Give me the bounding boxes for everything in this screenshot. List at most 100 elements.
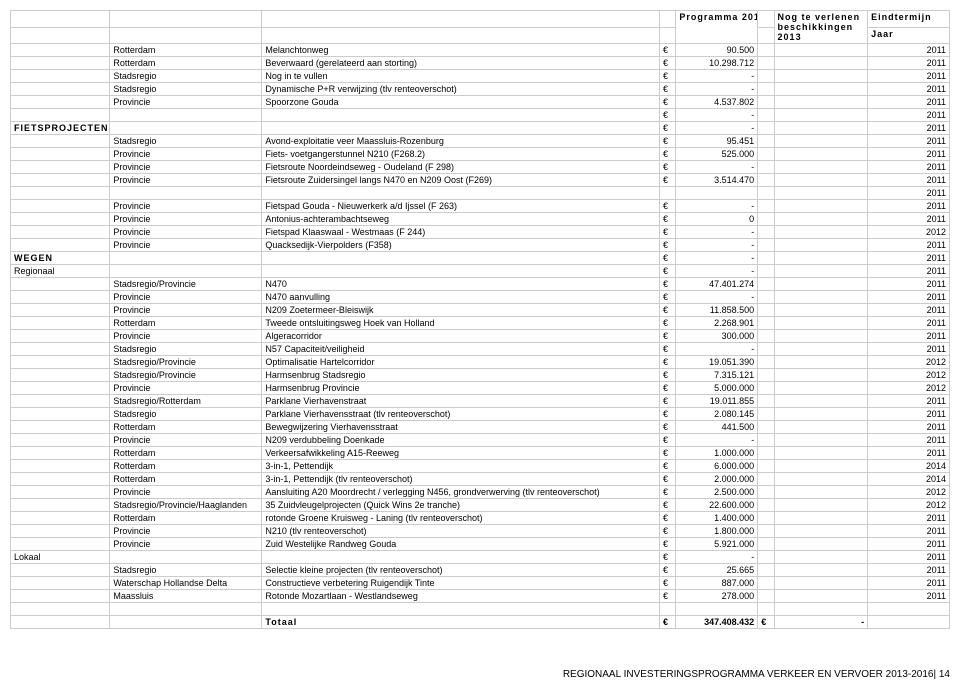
cell-description: Optimalisatie Hartelcorridor — [262, 356, 660, 369]
cell-beschikking — [774, 265, 868, 278]
cell-beschikking — [774, 330, 868, 343]
cell-description: N470 aanvulling — [262, 291, 660, 304]
cell-beschikking — [774, 135, 868, 148]
cell-beschikking — [774, 226, 868, 239]
cell-description: Dynamische P+R verwijzing (tlv renteover… — [262, 83, 660, 96]
cell-value: 5.000.000 — [676, 382, 758, 395]
cell-description: Rotonde Mozartlaan - Westlandseweg — [262, 590, 660, 603]
cell-year: 2011 — [868, 330, 950, 343]
cell-entity: Waterschap Hollandse Delta — [110, 577, 262, 590]
cell-beschikking — [774, 291, 868, 304]
table-row: Stadsregio/RotterdamParklane Vierhavenst… — [11, 395, 950, 408]
cell-description: N57 Capaciteit/veiligheid — [262, 343, 660, 356]
cell-year: 2011 — [868, 44, 950, 57]
cell-year: 2011 — [868, 57, 950, 70]
cell-value: 25.665 — [676, 564, 758, 577]
cell-description: Spoorzone Gouda — [262, 96, 660, 109]
cell-currency — [659, 187, 675, 200]
cell-currency: € — [659, 200, 675, 213]
cell-year: 2011 — [868, 512, 950, 525]
cell-category — [11, 213, 110, 226]
cell-category — [11, 473, 110, 486]
table-row: ProvincieQuacksedijk-Vierpolders (F358)€… — [11, 239, 950, 252]
cell-beschikking — [774, 252, 868, 265]
cell-spacer — [758, 148, 774, 161]
cell-category — [11, 109, 110, 122]
cell-description: Selectie kleine projecten (tlv renteover… — [262, 564, 660, 577]
table-row: StadsregioParklane Vierhavensstraat (tlv… — [11, 408, 950, 421]
cell-category — [11, 330, 110, 343]
cell-value: 1.800.000 — [676, 525, 758, 538]
cell-currency: € — [659, 291, 675, 304]
cell-category: Lokaal — [11, 551, 110, 564]
cell-h — [868, 616, 950, 629]
cell-description: Nog in te vullen — [262, 70, 660, 83]
cell-category — [11, 239, 110, 252]
cell-spacer — [758, 525, 774, 538]
cell-value: - — [676, 343, 758, 356]
cell-category — [11, 525, 110, 538]
cell-value: 2.500.000 — [676, 486, 758, 499]
cell-currency: € — [659, 161, 675, 174]
cell-entity: Provincie — [110, 382, 262, 395]
cell-year: 2012 — [868, 486, 950, 499]
cell-currency: € — [659, 369, 675, 382]
table-row: WEGEN€-2011 — [11, 252, 950, 265]
cell-currency: € — [659, 278, 675, 291]
cell-currency: € — [659, 590, 675, 603]
cell-spacer — [758, 356, 774, 369]
cell-beschikking — [774, 148, 868, 161]
table-row: FIETSPROJECTEN€-2011 — [11, 122, 950, 135]
cell-currency: € — [659, 538, 675, 551]
cell-spacer — [758, 135, 774, 148]
cell-value: 278.000 — [676, 590, 758, 603]
cell-category — [11, 460, 110, 473]
cell-currency: € — [659, 174, 675, 187]
cell-entity: Provincie — [110, 200, 262, 213]
table-row: Rotterdam3-in-1, Pettendijk (tlv renteov… — [11, 473, 950, 486]
cell-beschikking — [774, 343, 868, 356]
cell-beschikking — [774, 434, 868, 447]
cell-year: 2011 — [868, 252, 950, 265]
table-row: RotterdamBewegwijzering Vierhavensstraat… — [11, 421, 950, 434]
cell-beschikking — [774, 525, 868, 538]
cell-value: 441.500 — [676, 421, 758, 434]
table-row: Rotterdamrotonde Groene Kruisweg - Lanin… — [11, 512, 950, 525]
cell-year: 2011 — [868, 317, 950, 330]
cell-entity: Provincie — [110, 330, 262, 343]
cell-beschikking — [774, 356, 868, 369]
table-row: StadsregioSelectie kleine projecten (tlv… — [11, 564, 950, 577]
cell-category — [11, 538, 110, 551]
cell-beschikking — [774, 421, 868, 434]
table-row: ProvincieAansluiting A20 Moordrecht / ve… — [11, 486, 950, 499]
cell-beschikking — [774, 161, 868, 174]
cell-year: 2011 — [868, 148, 950, 161]
cell-value: - — [676, 252, 758, 265]
cell-category — [11, 278, 110, 291]
cell-category — [11, 226, 110, 239]
cell-currency: € — [659, 434, 675, 447]
cell-year: 2011 — [868, 83, 950, 96]
cell-beschikking — [774, 122, 868, 135]
cell-value: 2.268.901 — [676, 317, 758, 330]
cell-spacer — [758, 83, 774, 96]
table-row: Stadsregio/ProvincieOptimalisatie Hartel… — [11, 356, 950, 369]
cell-b — [110, 616, 262, 629]
cell-value: 525.000 — [676, 148, 758, 161]
cell-currency: € — [659, 317, 675, 330]
table-row: ProvincieZuid Westelijke Randweg Gouda€5… — [11, 538, 950, 551]
cell-description: Parklane Vierhavenstraat — [262, 395, 660, 408]
cell-currency: € — [659, 109, 675, 122]
cell-currency: € — [659, 122, 675, 135]
cell-value: 5.921.000 — [676, 538, 758, 551]
cell-value: - — [676, 83, 758, 96]
cell-spacer — [758, 278, 774, 291]
cell-year: 2011 — [868, 70, 950, 83]
cell-currency: € — [659, 486, 675, 499]
cell-currency: € — [659, 213, 675, 226]
cell-entity: Provincie — [110, 525, 262, 538]
cell-description: Fiets- voetgangerstunnel N210 (F268.2) — [262, 148, 660, 161]
table-row: Lokaal€-2011 — [11, 551, 950, 564]
cell-year: 2011 — [868, 213, 950, 226]
table-row: Rotterdam3-in-1, Pettendijk€6.000.000201… — [11, 460, 950, 473]
